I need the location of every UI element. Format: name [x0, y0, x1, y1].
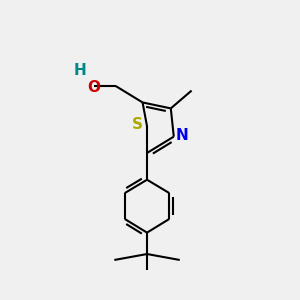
- Text: S: S: [132, 117, 143, 132]
- Text: N: N: [176, 128, 188, 142]
- Text: O: O: [87, 80, 100, 95]
- Text: H: H: [74, 63, 86, 78]
